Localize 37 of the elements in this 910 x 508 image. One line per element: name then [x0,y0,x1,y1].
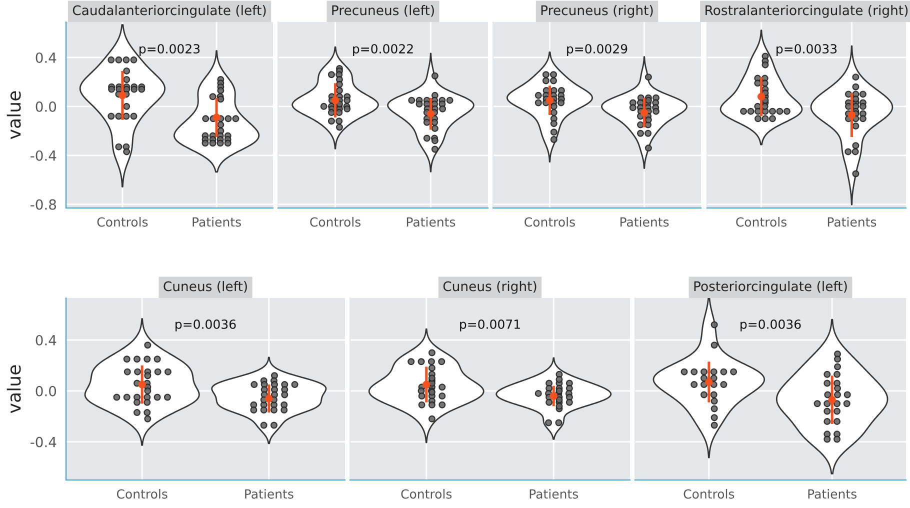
chart-title: Caudalanteriorcingulate (left) [72,5,266,18]
x-tick-label: Patients [192,217,241,227]
y-tick-label: -0.4 [30,436,56,448]
y-tick-label: 0.4 [36,52,56,63]
y-tick-label: -0.4 [30,150,56,161]
x-tick-label: Patients [530,489,578,499]
x-tick-label: Patients [406,217,456,227]
y-axis-title: value [6,365,21,414]
y-tick-label: -0.8 [30,199,56,210]
x-tick-label: Controls [97,217,148,227]
x-tick-label: Controls [736,217,787,227]
chart-title: Cuneus (left) [164,281,247,293]
annotation: p=0.0036 [176,319,236,332]
y-tick-label: 0.4 [36,334,56,346]
x-tick-label: Patients [808,489,856,499]
chart-title: Precuneus (right) [541,5,653,18]
x-tick-label: Controls [524,217,575,227]
annotation: p=0.0029 [567,44,628,56]
annotation: p=0.0033 [776,44,837,56]
chart-title: Precuneus (left) [332,5,434,17]
annotation: p=0.0022 [353,44,413,56]
y-tick-label: 0.0 [36,101,56,112]
x-tick-label: Patients [828,217,876,227]
chart-title: Cuneus (right) [443,281,536,294]
x-tick-label: Patients [620,217,669,227]
chart-title: Rostralanteriorcingulate (right) [706,5,908,18]
x-tick-label: Controls [684,489,734,499]
x-tick-label: Controls [401,489,452,499]
x-tick-label: Controls [116,489,168,499]
annotation: p=0.0023 [140,44,200,56]
y-axis-title: value [6,91,21,140]
y-tick-label: 0.0 [36,386,56,396]
chart-title: Posteriorcingulate (left) [694,281,847,294]
x-tick-label: Controls [310,217,361,227]
annotation: p=0.0036 [740,319,801,332]
x-tick-label: Patients [245,489,294,499]
annotation: p=0.0071 [460,319,520,332]
